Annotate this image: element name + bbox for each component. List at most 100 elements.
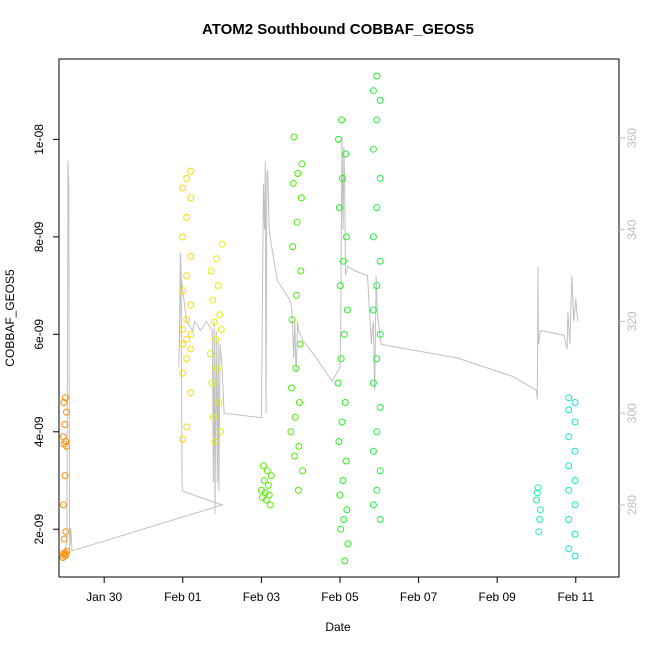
data-point [209,413,217,421]
data-point [335,438,343,445]
y-tick-label: 6e-09 [32,319,46,350]
data-point [259,462,267,470]
data-point [263,467,271,475]
data-point [376,96,384,104]
plot-frame [58,58,620,578]
data-point [369,233,377,241]
data-point [571,552,579,560]
data-point [59,433,67,441]
data-point [376,467,384,475]
data-point [335,204,343,212]
data-point [373,486,381,494]
data-point [565,433,573,441]
scatter-points-layer [59,72,579,565]
data-point [373,204,381,212]
data-point [218,240,226,248]
data-point [291,452,299,460]
data-point [210,318,218,326]
data-point [337,355,345,363]
y2-tick-label: 360 [625,128,639,148]
data-point [298,160,306,168]
data-point [376,257,384,265]
data-point [571,530,579,538]
data-point [292,364,300,372]
data-point [179,184,187,192]
data-point [536,506,544,514]
x-tick-label: Feb 09 [478,590,516,604]
data-point [267,472,275,480]
data-point [336,491,344,499]
data-point [565,394,573,402]
data-point [344,540,352,548]
y2-tick-label: 320 [625,311,639,331]
x-tick-label: Feb 07 [400,590,438,604]
data-point [179,435,187,443]
data-point [369,145,377,153]
data-point [571,418,579,426]
data-point [299,467,307,475]
data-point [341,399,349,406]
data-point [297,194,305,202]
data-point [260,477,268,484]
data-point [187,301,195,309]
data-point [533,496,540,504]
data-point [63,547,71,555]
data-point [373,428,381,436]
data-point [571,399,579,406]
data-point [266,501,274,509]
pressure-line [64,137,579,552]
y-tick-label: 2e-09 [32,514,46,545]
data-point [571,501,579,509]
data-point [296,399,303,406]
y2-axis: 280 300 320 340 360 [619,128,639,515]
data-point [376,403,384,411]
data-point [183,272,191,280]
data-point [535,528,543,536]
data-point [288,384,295,392]
data-point [183,213,191,221]
data-point [343,233,350,241]
data-point [376,174,384,182]
data-point [215,399,223,406]
data-point [179,369,187,377]
data-point [571,477,579,484]
data-point [335,135,342,143]
data-point [338,418,346,426]
data-point [216,311,224,319]
data-point [290,133,298,141]
data-point [534,484,542,492]
y2-tick-label: 300 [625,403,639,423]
y-tick-label: 1e-08 [32,124,46,155]
data-point [187,345,195,353]
data-point [373,282,381,290]
data-point [59,501,67,509]
x-tick-label: Jan 30 [86,590,122,604]
data-point [179,287,187,294]
data-point [369,379,377,387]
data-point [373,355,381,363]
data-point [295,442,303,450]
data-point [217,326,225,333]
data-point [208,379,216,387]
x-axis: Jan 30 Feb 01 Feb 03 Feb 05 Feb 07 Feb 09 Feb … [86,577,594,604]
data-point [212,335,220,343]
data-point [565,462,573,470]
data-point [533,489,541,497]
x-tick-label: Feb 11 [558,590,595,604]
data-point [343,506,351,514]
data-point [179,233,187,241]
data-point [187,194,195,202]
data-point [60,535,68,543]
data-point [340,516,348,523]
data-point [342,457,350,465]
data-point [61,549,69,557]
data-point [571,447,579,455]
data-point [187,167,195,175]
data-point [289,179,297,187]
data-point [376,330,384,338]
x-axis-label: Date [325,620,351,634]
data-point [373,116,381,124]
data-point [62,528,70,536]
data-point [183,174,191,182]
